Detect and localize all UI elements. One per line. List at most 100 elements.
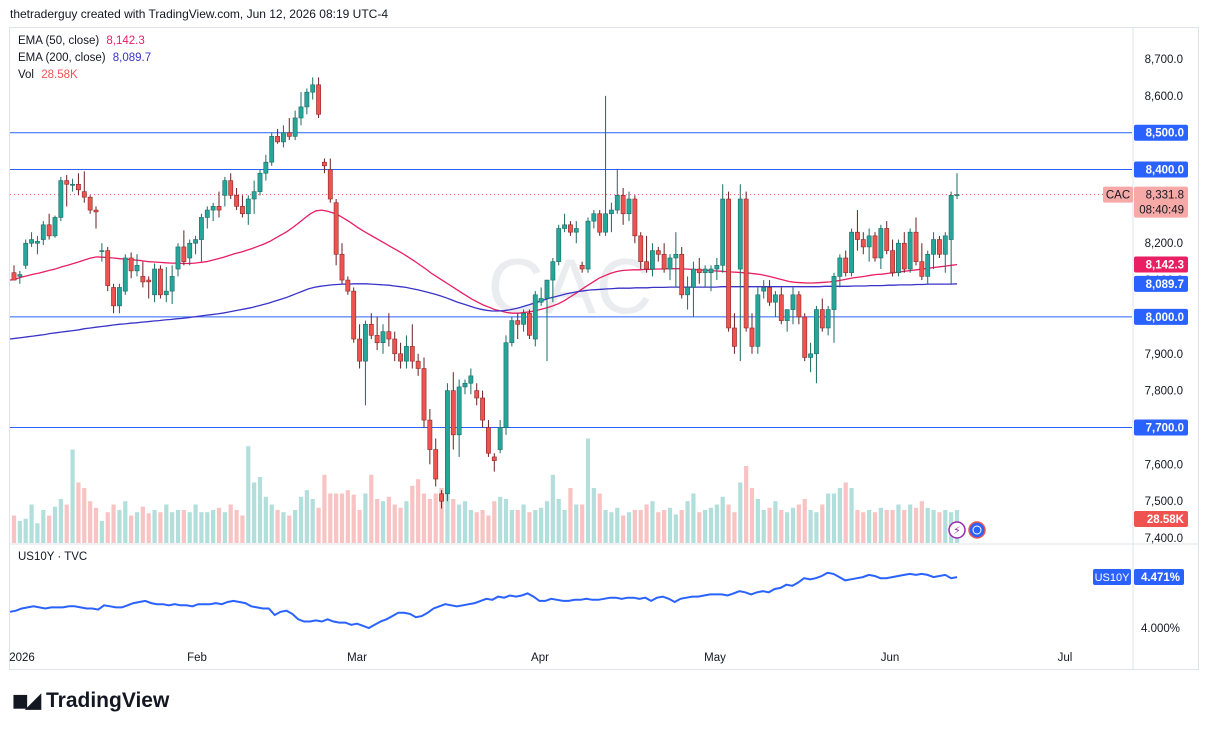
level-tag-bg — [1134, 161, 1188, 178]
candle-body — [404, 346, 409, 362]
candle-body — [450, 390, 456, 436]
candle — [585, 217, 591, 273]
volume-bar — [691, 493, 696, 543]
candles — [11, 77, 960, 509]
candle-body — [808, 353, 813, 358]
volume-bar — [380, 501, 386, 543]
candle-body — [556, 228, 562, 262]
candle — [901, 232, 907, 273]
symbol-watermark: CAC — [488, 242, 653, 330]
volume-bar — [205, 512, 210, 543]
price-tick-label: 7,800.0 — [1145, 386, 1183, 398]
candle-body — [773, 294, 778, 303]
candle — [896, 239, 901, 277]
candle — [837, 254, 843, 288]
candle-body — [380, 331, 386, 344]
volume-bar — [410, 485, 415, 543]
volume-bar — [474, 512, 479, 543]
candle-body — [708, 268, 714, 274]
candle-body — [286, 132, 292, 137]
legend-volume[interactable]: Vol 28.58K — [18, 69, 78, 81]
candle-body — [363, 323, 368, 362]
candle — [562, 213, 567, 233]
volume-bar — [304, 490, 309, 543]
candle-body — [527, 312, 532, 336]
volume-bar — [515, 510, 520, 543]
volume-bar — [117, 510, 122, 543]
volume-bar — [480, 510, 485, 543]
legend-ema200-label: EMA (200, close) — [18, 52, 106, 64]
candle — [685, 276, 690, 310]
candle — [849, 228, 854, 277]
candle-body — [445, 390, 450, 495]
candle — [726, 191, 731, 332]
candle — [491, 453, 497, 472]
candle-body — [275, 136, 280, 143]
legend-ema50[interactable]: EMA (50, close) 8,142.3 — [18, 35, 145, 47]
price-tick-label: 8,200.0 — [1145, 238, 1183, 250]
candle — [497, 420, 503, 454]
candle — [919, 243, 925, 281]
candle-body — [392, 338, 398, 355]
candle-body — [568, 224, 573, 233]
candle — [286, 117, 292, 141]
candle — [146, 276, 152, 299]
price-axis: 8,700.08,600.08,500.08,400.08,300.08,200… — [10, 28, 1198, 669]
volume-bar — [855, 510, 860, 543]
candle-body — [544, 279, 550, 299]
legend-ema200[interactable]: EMA (200, close) 8,089.7 — [18, 52, 151, 64]
candle — [591, 210, 597, 229]
candle — [638, 232, 644, 270]
candle-body — [175, 246, 181, 270]
candle-body — [204, 209, 210, 218]
candle — [76, 173, 81, 196]
candle-body — [292, 117, 298, 137]
volume-bar — [123, 501, 128, 543]
candle-body — [831, 276, 837, 310]
volume-bar — [164, 504, 169, 543]
tradingview-logo[interactable]: ◼◢ TradingView — [12, 688, 169, 713]
volume-bar — [533, 510, 538, 543]
candle — [187, 239, 193, 266]
volume-bar — [913, 507, 919, 543]
candle — [158, 265, 163, 299]
volume-bar — [363, 493, 368, 543]
candle-body — [40, 224, 46, 240]
volume-bar — [462, 501, 468, 543]
price-tick-label: 7,500.0 — [1145, 496, 1183, 508]
ema50-tag: 8,142.3 — [1146, 259, 1184, 271]
volume-tag-bg — [1134, 511, 1188, 527]
candle-body — [374, 335, 380, 344]
volume-bar — [369, 474, 374, 543]
volume-bar — [697, 512, 702, 543]
candle-body — [837, 257, 843, 277]
us10y-pane-label[interactable]: US10Y · TVC — [18, 551, 88, 563]
candle-body — [497, 427, 503, 450]
volume-bar — [615, 507, 620, 543]
candle-body — [737, 198, 743, 270]
candle — [251, 180, 257, 214]
volume-bar — [216, 507, 222, 543]
volume-bar — [246, 446, 251, 543]
volume-bar — [269, 504, 274, 543]
candle-body — [351, 290, 357, 340]
candle — [433, 438, 439, 487]
candle-body — [609, 209, 614, 215]
volume-bar — [685, 501, 690, 543]
ema50-tag-bg — [1134, 256, 1188, 273]
candle-body — [81, 191, 87, 198]
candle-body — [603, 213, 608, 233]
candle — [773, 291, 778, 317]
candle-body — [421, 368, 427, 421]
candle — [579, 261, 585, 273]
candle-body — [304, 91, 310, 108]
candle-body — [626, 198, 632, 215]
candle-body — [702, 268, 708, 274]
candle-body — [538, 298, 544, 303]
candle — [363, 320, 368, 406]
volume-bar — [357, 510, 362, 543]
candle-body — [468, 375, 474, 384]
candle — [650, 243, 655, 277]
volume-bar — [785, 512, 790, 543]
